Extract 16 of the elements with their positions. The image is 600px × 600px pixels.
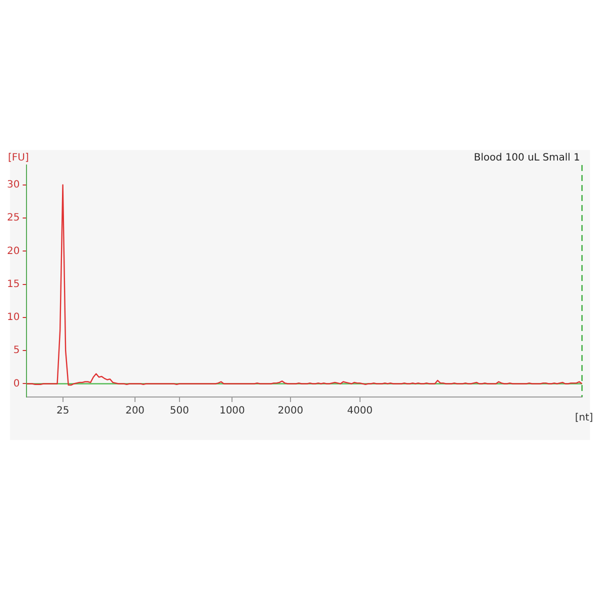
x-tick-label: 25: [56, 406, 70, 417]
y-tick-label: 5: [13, 345, 20, 356]
x-tick-label: 1000: [219, 406, 245, 417]
x-tick-label: 200: [125, 406, 145, 417]
x-tick-label: 2000: [278, 406, 304, 417]
y-tick-label: 10: [6, 312, 20, 324]
y-tick-label: 15: [6, 278, 20, 290]
y-tick-label: 0: [13, 378, 20, 390]
y-tick-label: 20: [6, 246, 20, 257]
y-axis-title: [FU]: [8, 152, 29, 164]
y-tick-label: 25: [6, 212, 20, 224]
chart-title: Blood 100 uL Small 1: [474, 152, 580, 164]
y-tick-label: 30: [6, 179, 20, 190]
x-axis-title: [nt]: [574, 412, 594, 424]
x-tick-label: 4000: [347, 406, 373, 417]
x-tick-label: 500: [170, 406, 189, 417]
